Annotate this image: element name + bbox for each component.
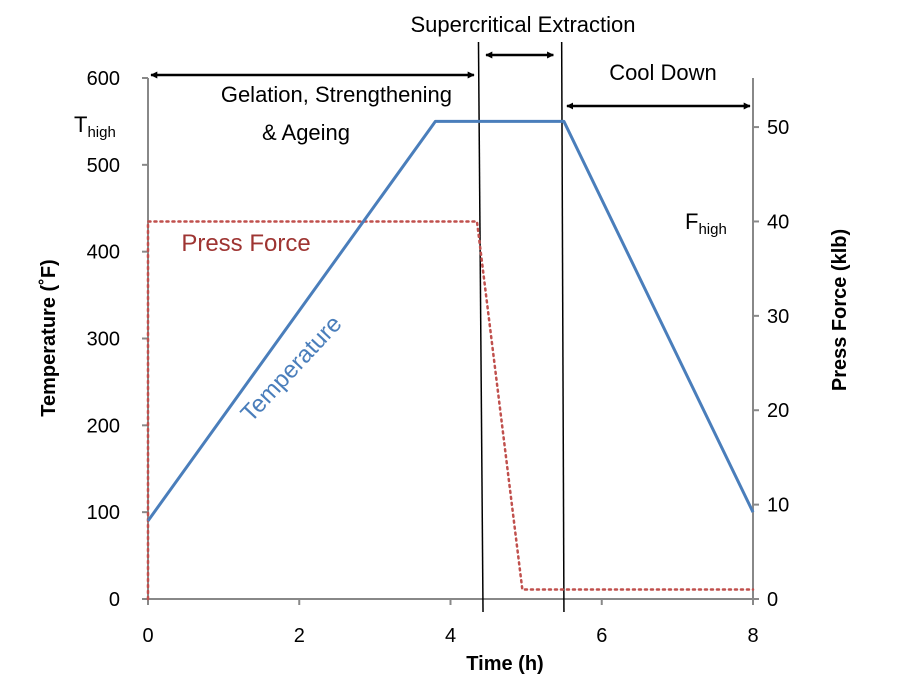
f-high-label: Fhigh: [685, 209, 727, 238]
y-left-tick-label: 400: [87, 242, 120, 264]
y-left-tick-label: 600: [87, 68, 120, 90]
y-right-tick-label: 0: [767, 589, 778, 611]
y-left-axis-title: Temperature (˚F): [37, 259, 60, 416]
t-high-label: Thigh: [74, 112, 116, 141]
y-left-tick-label: 100: [87, 502, 120, 524]
t-high-main: T: [74, 112, 87, 137]
axes: [147, 78, 754, 600]
phase-label-gelation-line1: Gelation, Strengthening: [221, 82, 452, 107]
t-high-sub: high: [87, 124, 115, 141]
x-tick-label: 2: [294, 625, 305, 647]
phase-label-supercritical: Supercritical Extraction: [411, 12, 636, 37]
series: [146, 119, 755, 601]
phase-lines: [477, 41, 565, 613]
y-right-tick-label: 10: [767, 495, 789, 517]
y-left-tick-label: 500: [87, 155, 120, 177]
x-tick-label: 4: [445, 625, 456, 647]
phase-arrows: [150, 51, 751, 110]
y-left-tick-label: 300: [87, 329, 120, 351]
series-label-temperature: Temperature: [236, 310, 348, 427]
x-tick-label: 0: [142, 625, 153, 647]
y-right-tick-label: 20: [767, 400, 789, 422]
y-right-axis-title: Press Force (klb): [829, 229, 851, 391]
series-press-force-line: [146, 220, 755, 601]
x-axis-title: Time (h): [466, 653, 543, 675]
series-label-press-force: Press Force: [181, 230, 310, 257]
phase-boundary-line: [560, 41, 565, 613]
series-temperature-line: [146, 119, 755, 522]
y-right-tick-label: 40: [767, 211, 789, 233]
x-tick-label: 8: [747, 625, 758, 647]
y-right-tick-label: 50: [767, 117, 789, 139]
phase-label-cool-down: Cool Down: [609, 60, 717, 85]
phase-label-gelation-line2: & Ageing: [262, 120, 350, 145]
y-left-tick-label: 200: [87, 415, 120, 437]
phase-boundary-line: [477, 41, 484, 613]
x-tick-label: 6: [596, 625, 607, 647]
f-high-main: F: [685, 209, 698, 234]
f-high-sub: high: [698, 221, 726, 238]
y-right-tick-label: 30: [767, 306, 789, 328]
y-left-tick-label: 0: [109, 589, 120, 611]
